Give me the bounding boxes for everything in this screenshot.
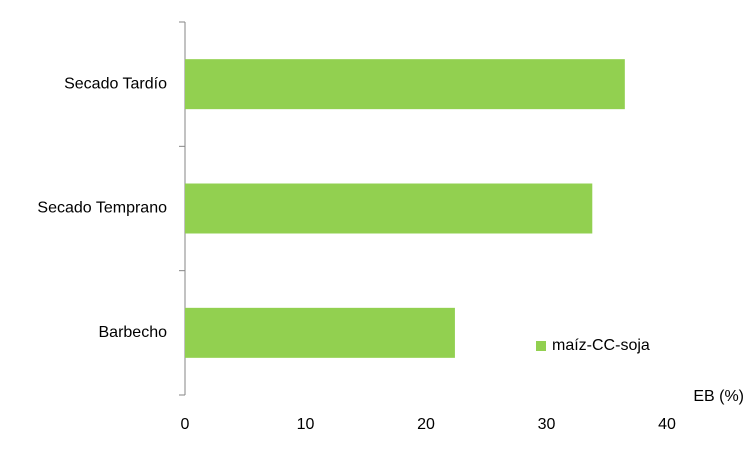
x-tick-label: 10 [297, 416, 315, 433]
legend-label: maíz-CC-soja [552, 337, 650, 354]
bar [185, 307, 455, 358]
x-axis-label: EB (%) [693, 388, 744, 405]
x-tick-label: 40 [658, 416, 676, 433]
bar [185, 183, 593, 234]
y-tick-label: Secado Tardío [64, 75, 167, 92]
x-tick-label: 30 [538, 416, 556, 433]
x-tick-label: 0 [181, 416, 190, 433]
y-tick-label: Barbecho [99, 324, 168, 341]
y-tick-label: Secado Temprano [37, 200, 167, 217]
bar [185, 59, 625, 110]
x-tick-label: 20 [417, 416, 435, 433]
legend-swatch [536, 341, 546, 351]
